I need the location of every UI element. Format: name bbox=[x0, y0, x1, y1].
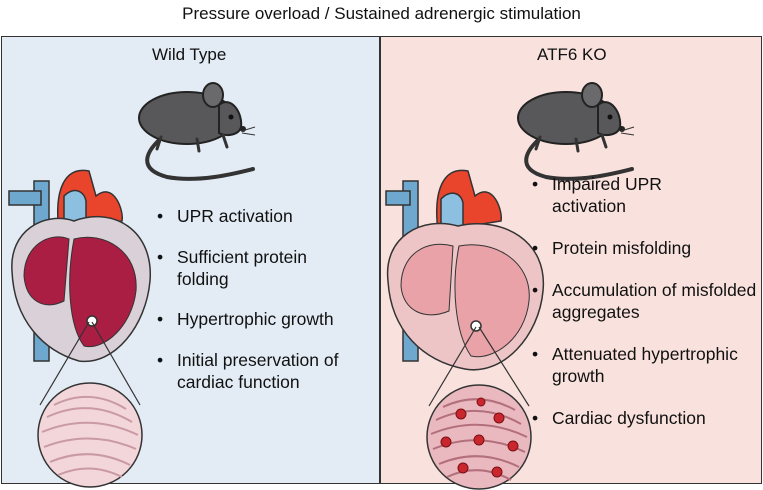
bullet-item: Protein misfolding bbox=[532, 237, 762, 259]
wild-type-heading: Wild Type bbox=[152, 45, 227, 64]
atf6-ko-heading: ATF6 KO bbox=[537, 45, 607, 64]
bullet-item: Attenuated hypertrophic growth bbox=[532, 343, 762, 387]
tissue-magnifier-icon bbox=[426, 326, 532, 490]
bullet-item: UPR activation bbox=[157, 205, 372, 227]
atf6-ko-panel: ATF6 KO Impaired UPR act bbox=[380, 36, 762, 490]
heart-icon bbox=[385, 169, 545, 371]
bullet-item: Impaired UPR activation bbox=[532, 173, 712, 217]
figure-title: Pressure overload / Sustained adrenergic… bbox=[182, 4, 581, 23]
bullet-item: Cardiac dysfunction bbox=[532, 407, 762, 429]
tissue-magnifier-icon bbox=[37, 321, 143, 488]
bullet-item: Sufficient protein folding bbox=[157, 246, 347, 290]
atf6-ko-bullet-list: Impaired UPR activation Protein misfoldi… bbox=[532, 173, 762, 429]
mouse-icon bbox=[138, 82, 256, 181]
bullet-item: Initial preservation of cardiac function bbox=[157, 349, 372, 393]
mouse-icon bbox=[517, 82, 635, 181]
wild-type-panel: Wild Type UPR activation Sufficient prot… bbox=[1, 36, 380, 488]
wild-type-bullet-list: UPR activation Sufficient protein foldin… bbox=[157, 205, 372, 393]
bullet-item: Accumulation of misfolded aggregates bbox=[532, 279, 762, 323]
heart-icon bbox=[8, 169, 151, 363]
bullet-item: Hypertrophic growth bbox=[157, 308, 372, 330]
